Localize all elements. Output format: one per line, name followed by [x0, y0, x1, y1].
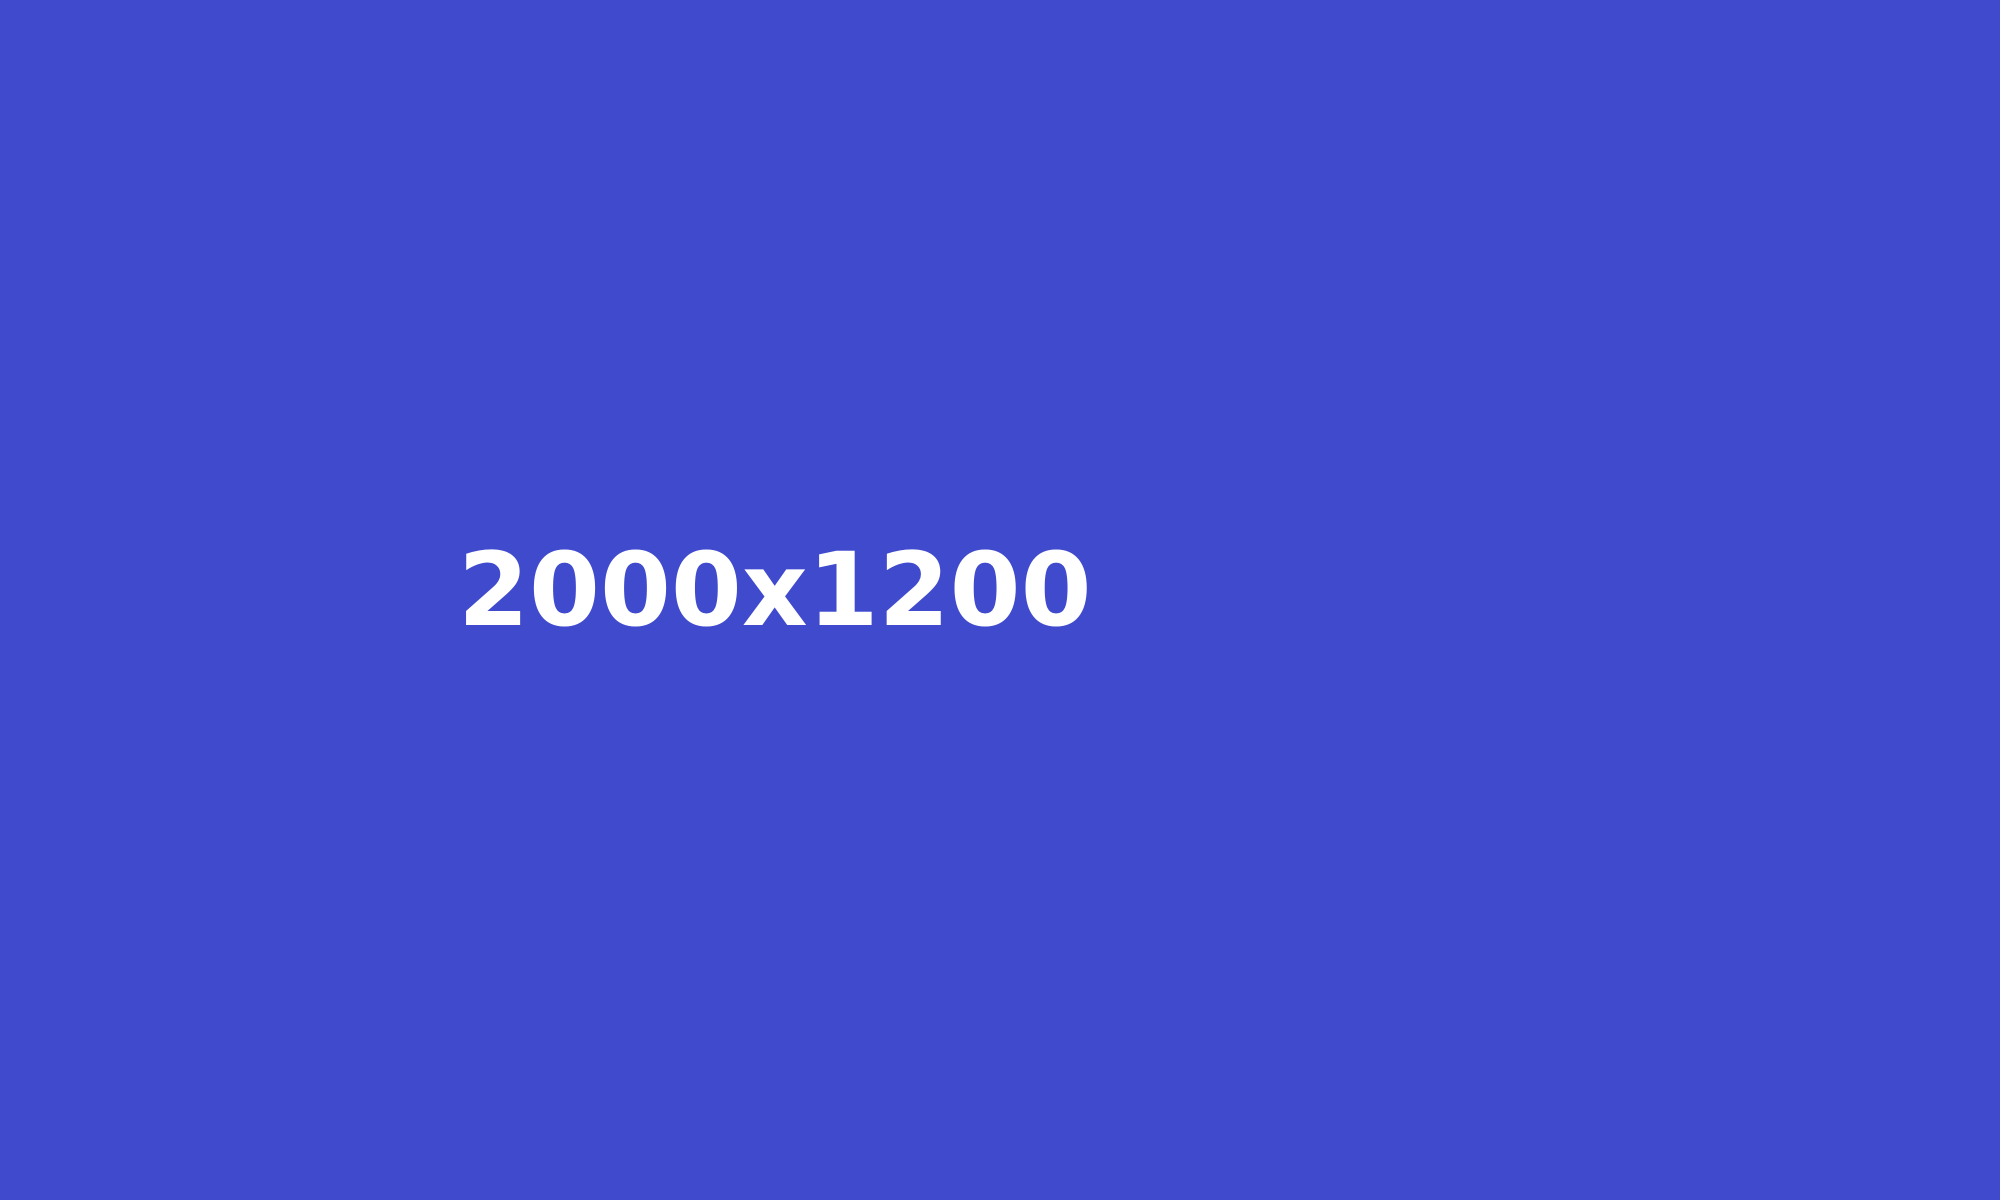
dimension-label: 2000x1200: [458, 531, 1092, 650]
